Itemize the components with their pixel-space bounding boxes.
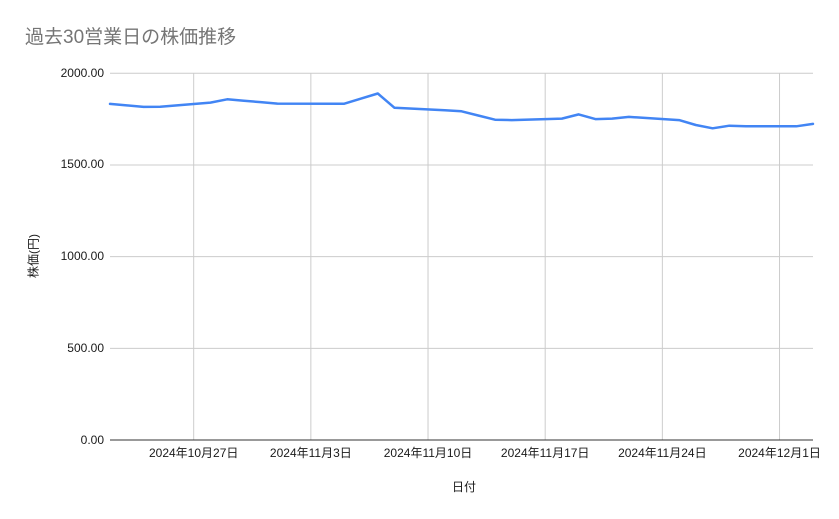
y-tick-label: 500.00 (67, 340, 104, 355)
y-tick-label: 0.00 (80, 432, 104, 447)
y-tick-label: 1500.00 (60, 157, 104, 172)
chart-title: 過去30営業日の株価推移 (25, 27, 237, 48)
x-tick-label: 2024年10月27日 (148, 446, 239, 460)
x-axis-title: 日付 (451, 480, 476, 494)
x-tick-label: 2024年11月3日 (269, 446, 352, 460)
x-tick-label: 2024年11月10日 (383, 446, 473, 460)
x-tick-label: 2024年11月17日 (500, 446, 590, 460)
y-tick-label: 1000.00 (60, 249, 104, 264)
y-tick-label: 2000.00 (60, 65, 104, 80)
x-tick-label: 2024年11月24日 (618, 446, 707, 460)
y-axis-title: 株価(円) (26, 234, 41, 278)
x-tick-label: 2024年12月1日 (738, 446, 821, 460)
stock-price-line-series (108, 92, 815, 130)
